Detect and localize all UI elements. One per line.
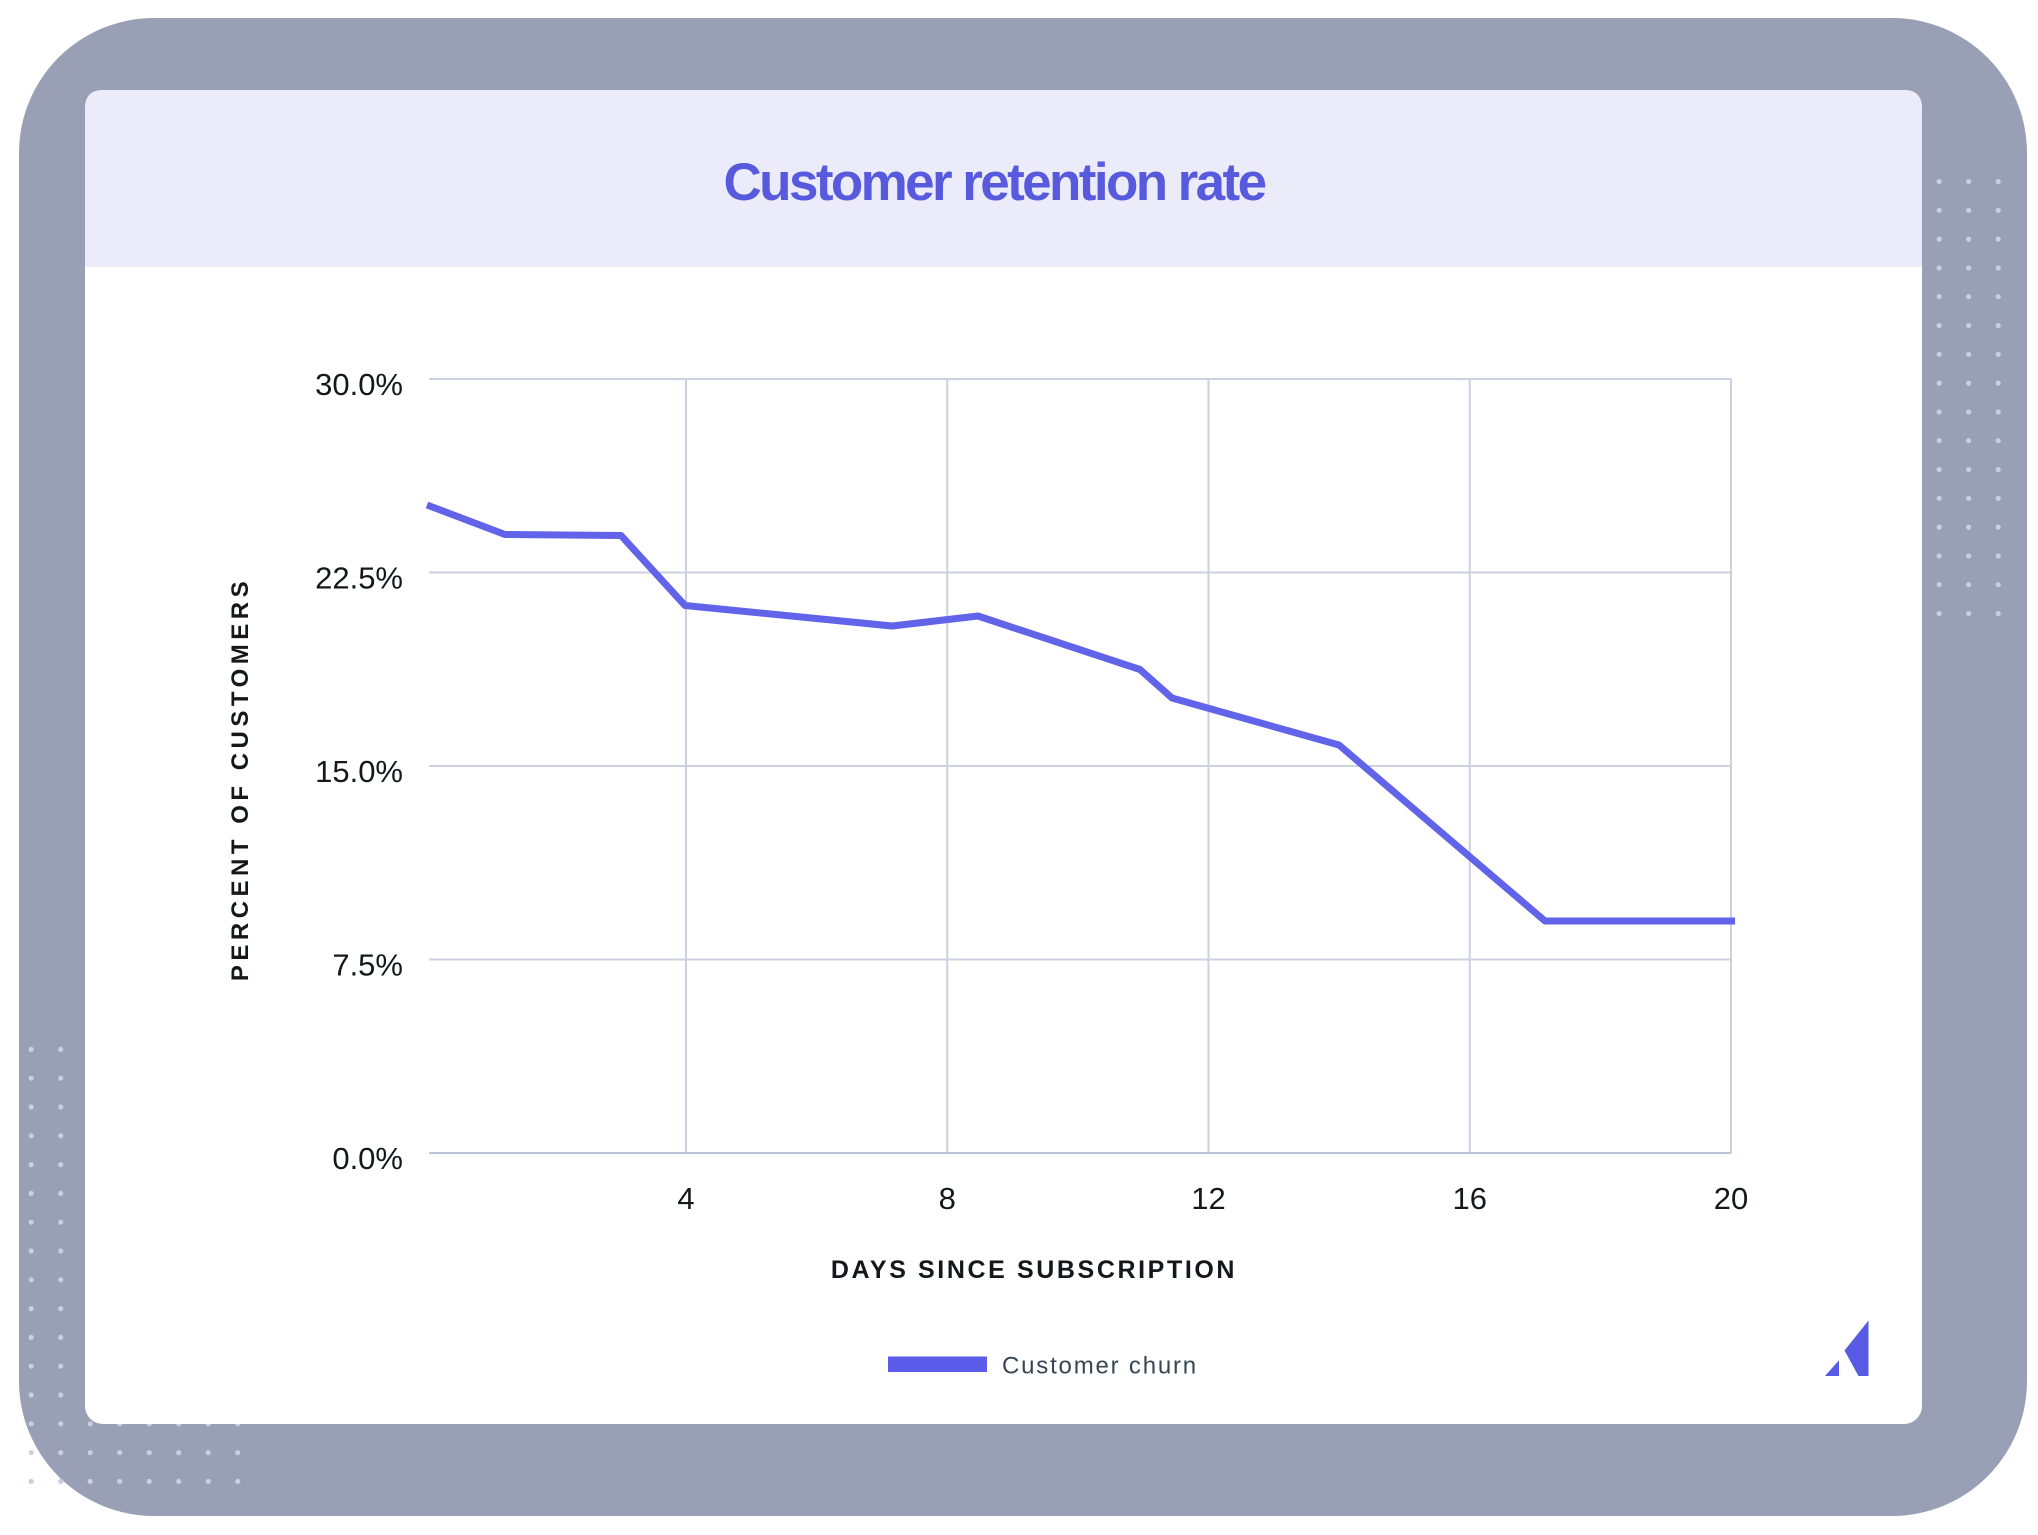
svg-text:16: 16 (1453, 1181, 1487, 1216)
svg-text:Customer churn: Customer churn (1002, 1353, 1198, 1380)
svg-text:7.5%: 7.5% (332, 948, 403, 983)
svg-text:Customer retention rate: Customer retention rate (724, 153, 1266, 212)
svg-text:4: 4 (677, 1181, 694, 1216)
svg-text:DAYS SINCE SUBSCRIPTION: DAYS SINCE SUBSCRIPTION (831, 1256, 1237, 1284)
svg-text:8: 8 (939, 1181, 956, 1216)
svg-text:12: 12 (1191, 1181, 1225, 1216)
svg-text:30.0%: 30.0% (315, 367, 403, 402)
svg-text:15.0%: 15.0% (315, 754, 403, 789)
svg-text:22.5%: 22.5% (315, 561, 403, 596)
svg-text:PERCENT OF CUSTOMERS: PERCENT OF CUSTOMERS (227, 577, 254, 981)
svg-text:20: 20 (1714, 1181, 1748, 1216)
svg-text:0.0%: 0.0% (332, 1141, 403, 1176)
